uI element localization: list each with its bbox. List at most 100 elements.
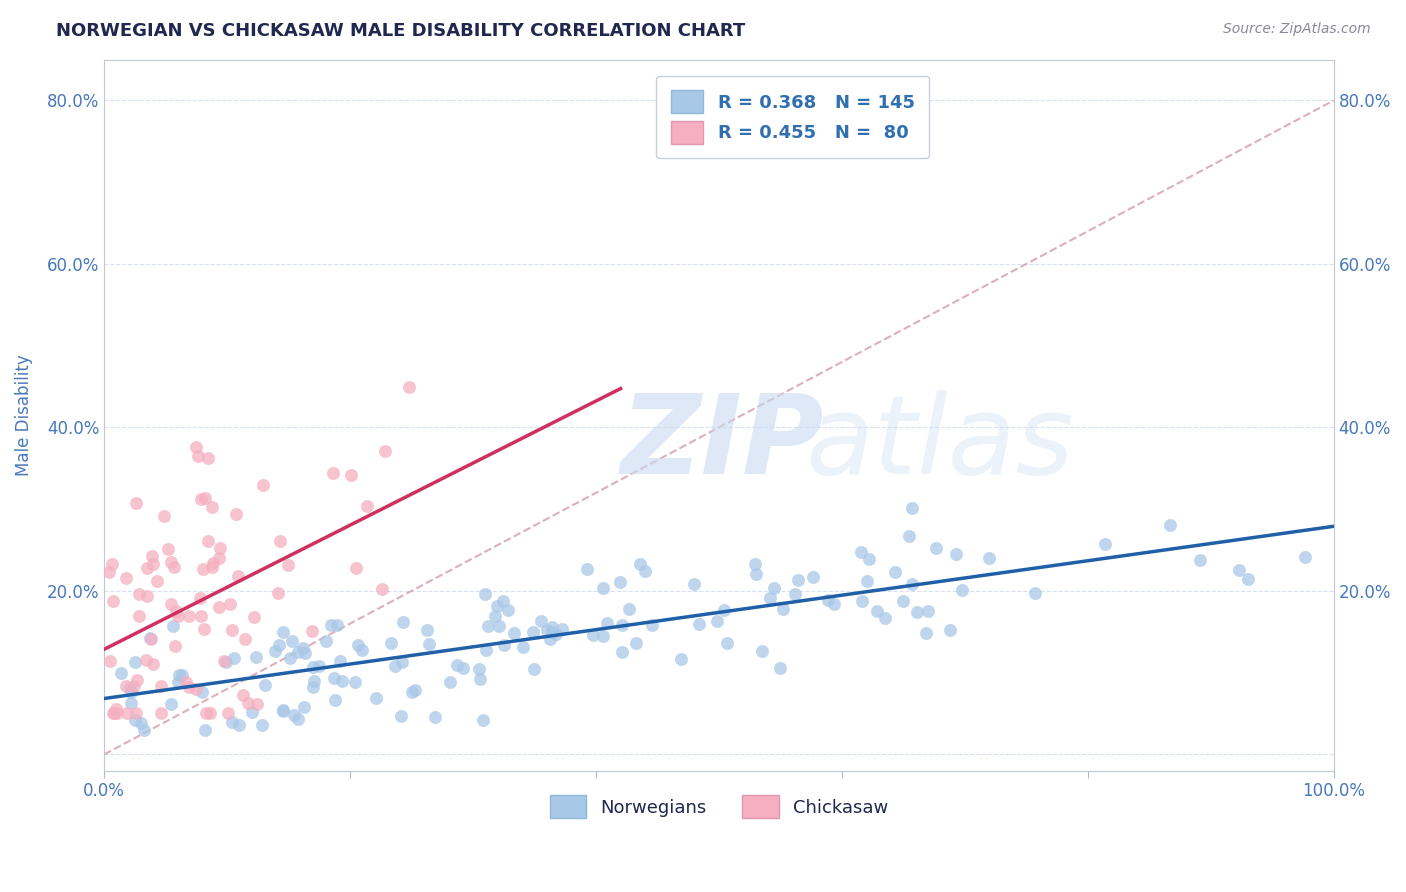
- Point: [150, 706, 173, 721]
- Point: [271, 704, 294, 718]
- Point: [115, 679, 138, 693]
- Point: [522, 624, 544, 639]
- Point: [177, 609, 200, 624]
- Point: [264, 643, 287, 657]
- Point: [157, 542, 180, 557]
- Point: [271, 624, 294, 639]
- Point: [1094, 536, 1116, 550]
- Point: [215, 655, 238, 669]
- Point: [146, 574, 169, 589]
- Point: [823, 598, 845, 612]
- Point: [217, 706, 239, 721]
- Point: [512, 640, 534, 655]
- Legend: Norwegians, Chickasaw: Norwegians, Chickasaw: [543, 788, 896, 826]
- Point: [374, 443, 396, 458]
- Point: [214, 654, 236, 668]
- Point: [856, 574, 879, 588]
- Point: [786, 573, 808, 587]
- Point: [122, 679, 145, 693]
- Point: [474, 587, 496, 601]
- Point: [474, 643, 496, 657]
- Point: [153, 508, 176, 523]
- Point: [322, 467, 344, 481]
- Point: [610, 645, 633, 659]
- Point: [914, 626, 936, 640]
- Point: [243, 610, 266, 624]
- Point: [439, 675, 461, 690]
- Point: [190, 491, 212, 506]
- Point: [900, 577, 922, 591]
- Point: [401, 685, 423, 699]
- Point: [252, 478, 274, 492]
- Point: [785, 586, 807, 600]
- Point: [418, 637, 440, 651]
- Point: [226, 569, 249, 583]
- Point: [609, 574, 631, 589]
- Point: [287, 645, 309, 659]
- Point: [159, 697, 181, 711]
- Point: [167, 674, 190, 689]
- Point: [197, 533, 219, 548]
- Point: [319, 617, 342, 632]
- Point: [245, 649, 267, 664]
- Point: [101, 558, 124, 572]
- Point: [166, 609, 188, 624]
- Point: [308, 659, 330, 673]
- Point: [392, 615, 415, 629]
- Point: [502, 626, 524, 640]
- Point: [446, 658, 468, 673]
- Point: [292, 640, 315, 655]
- Point: [201, 559, 224, 574]
- Point: [891, 594, 914, 608]
- Point: [135, 653, 157, 667]
- Point: [120, 696, 142, 710]
- Point: [266, 585, 288, 599]
- Point: [135, 589, 157, 603]
- Point: [323, 671, 346, 685]
- Point: [302, 674, 325, 689]
- Point: [115, 706, 138, 721]
- Point: [163, 639, 186, 653]
- Point: [817, 593, 839, 607]
- Text: NORWEGIAN VS CHICKASAW MALE DISABILITY CORRELATION CHART: NORWEGIAN VS CHICKASAW MALE DISABILITY C…: [56, 22, 745, 40]
- Point: [468, 662, 491, 676]
- Point: [617, 601, 640, 615]
- Point: [315, 634, 337, 648]
- Point: [110, 666, 132, 681]
- Point: [101, 594, 124, 608]
- Point: [538, 632, 561, 646]
- Point: [125, 496, 148, 510]
- Point: [302, 660, 325, 674]
- Point: [184, 440, 207, 454]
- Point: [201, 557, 224, 571]
- Point: [162, 619, 184, 633]
- Point: [149, 679, 172, 693]
- Point: [208, 551, 231, 566]
- Point: [124, 655, 146, 669]
- Point: [186, 681, 208, 696]
- Point: [127, 673, 149, 687]
- Point: [301, 680, 323, 694]
- Point: [416, 623, 439, 637]
- Point: [197, 450, 219, 465]
- Point: [1294, 549, 1316, 564]
- Text: Source: ZipAtlas.com: Source: ZipAtlas.com: [1223, 22, 1371, 37]
- Point: [544, 626, 567, 640]
- Point: [522, 662, 544, 676]
- Point: [325, 693, 347, 707]
- Point: [350, 643, 373, 657]
- Point: [468, 672, 491, 686]
- Point: [179, 680, 201, 694]
- Point: [124, 706, 146, 721]
- Point: [762, 581, 785, 595]
- Point: [188, 591, 211, 606]
- Point: [301, 624, 323, 638]
- Point: [101, 706, 124, 721]
- Point: [118, 681, 141, 696]
- Point: [540, 619, 562, 633]
- Point: [575, 562, 598, 576]
- Point: [851, 545, 873, 559]
- Point: [128, 608, 150, 623]
- Point: [224, 651, 246, 665]
- Point: [174, 675, 197, 690]
